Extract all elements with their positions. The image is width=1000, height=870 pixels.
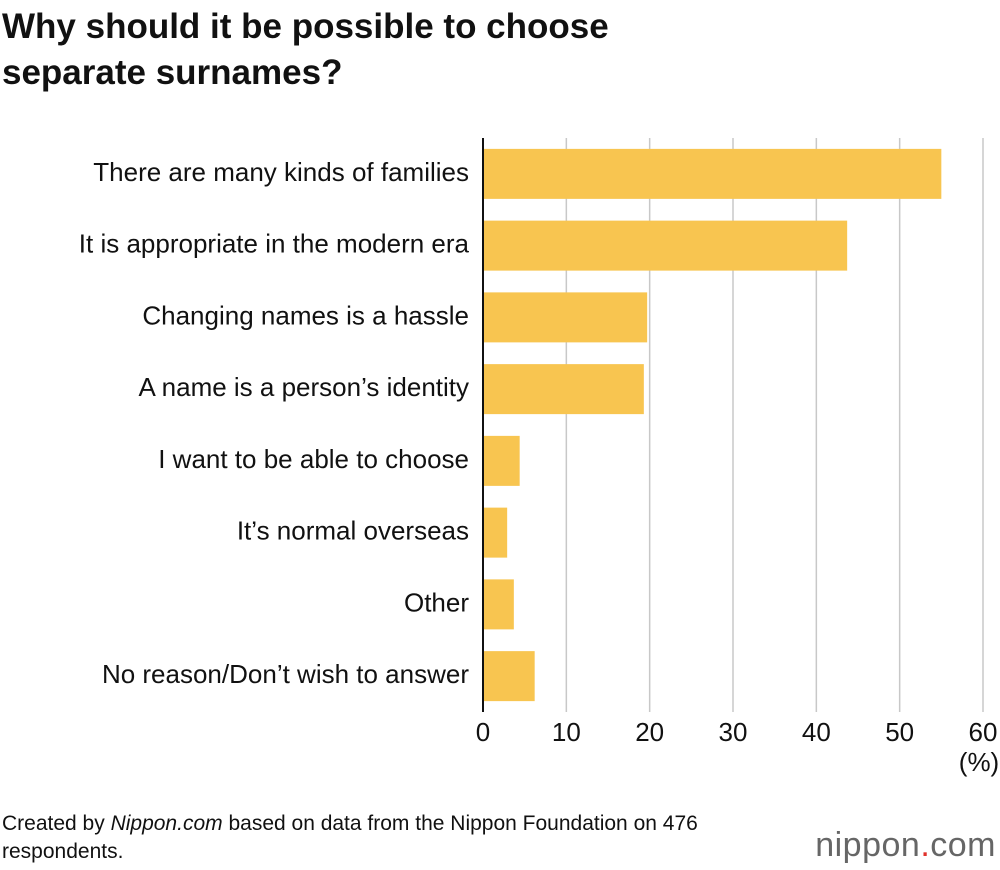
source-site: Nippon.com: [110, 812, 223, 835]
source-text: based on data from the Nippon Foundation…: [2, 812, 698, 863]
y-tick-label: I want to be able to choose: [158, 444, 469, 474]
bar: [483, 435, 520, 486]
y-tick-label: It is appropriate in the modern era: [79, 229, 470, 259]
bar: [483, 292, 648, 343]
x-tick-label: 60: [969, 717, 998, 747]
x-tick-label: 10: [552, 717, 581, 747]
bar: [483, 507, 508, 558]
y-tick-label: A name is a person’s identity: [139, 372, 469, 402]
x-tick-label: 30: [719, 717, 748, 747]
bar: [483, 651, 535, 702]
chart-title: Why should it be possible to choose sepa…: [2, 7, 609, 92]
x-tick-label: 0: [476, 717, 490, 747]
source-text: Created by: [2, 812, 111, 835]
logo-text: com: [930, 826, 996, 864]
y-tick-label: There are many kinds of families: [93, 157, 469, 187]
logo-text: nippon: [815, 826, 921, 864]
logo-dot: .: [920, 826, 931, 864]
x-tick-label: 40: [802, 717, 831, 747]
bar: [483, 220, 848, 271]
x-tick-label: 20: [635, 717, 664, 747]
source-note: Created by Nippon.com based on data from…: [2, 810, 772, 866]
y-tick-label: Other: [404, 587, 469, 617]
y-tick-label: Changing names is a hassle: [142, 300, 469, 330]
y-tick-label: No reason/Don’t wish to answer: [102, 659, 469, 689]
logo: nippon.com: [815, 826, 996, 865]
bar: [483, 364, 644, 415]
y-tick-label: It’s normal overseas: [237, 516, 469, 546]
bar: [483, 148, 942, 199]
x-unit-label: (%): [959, 747, 999, 777]
bar: [483, 579, 514, 630]
x-tick-label: 50: [885, 717, 914, 747]
